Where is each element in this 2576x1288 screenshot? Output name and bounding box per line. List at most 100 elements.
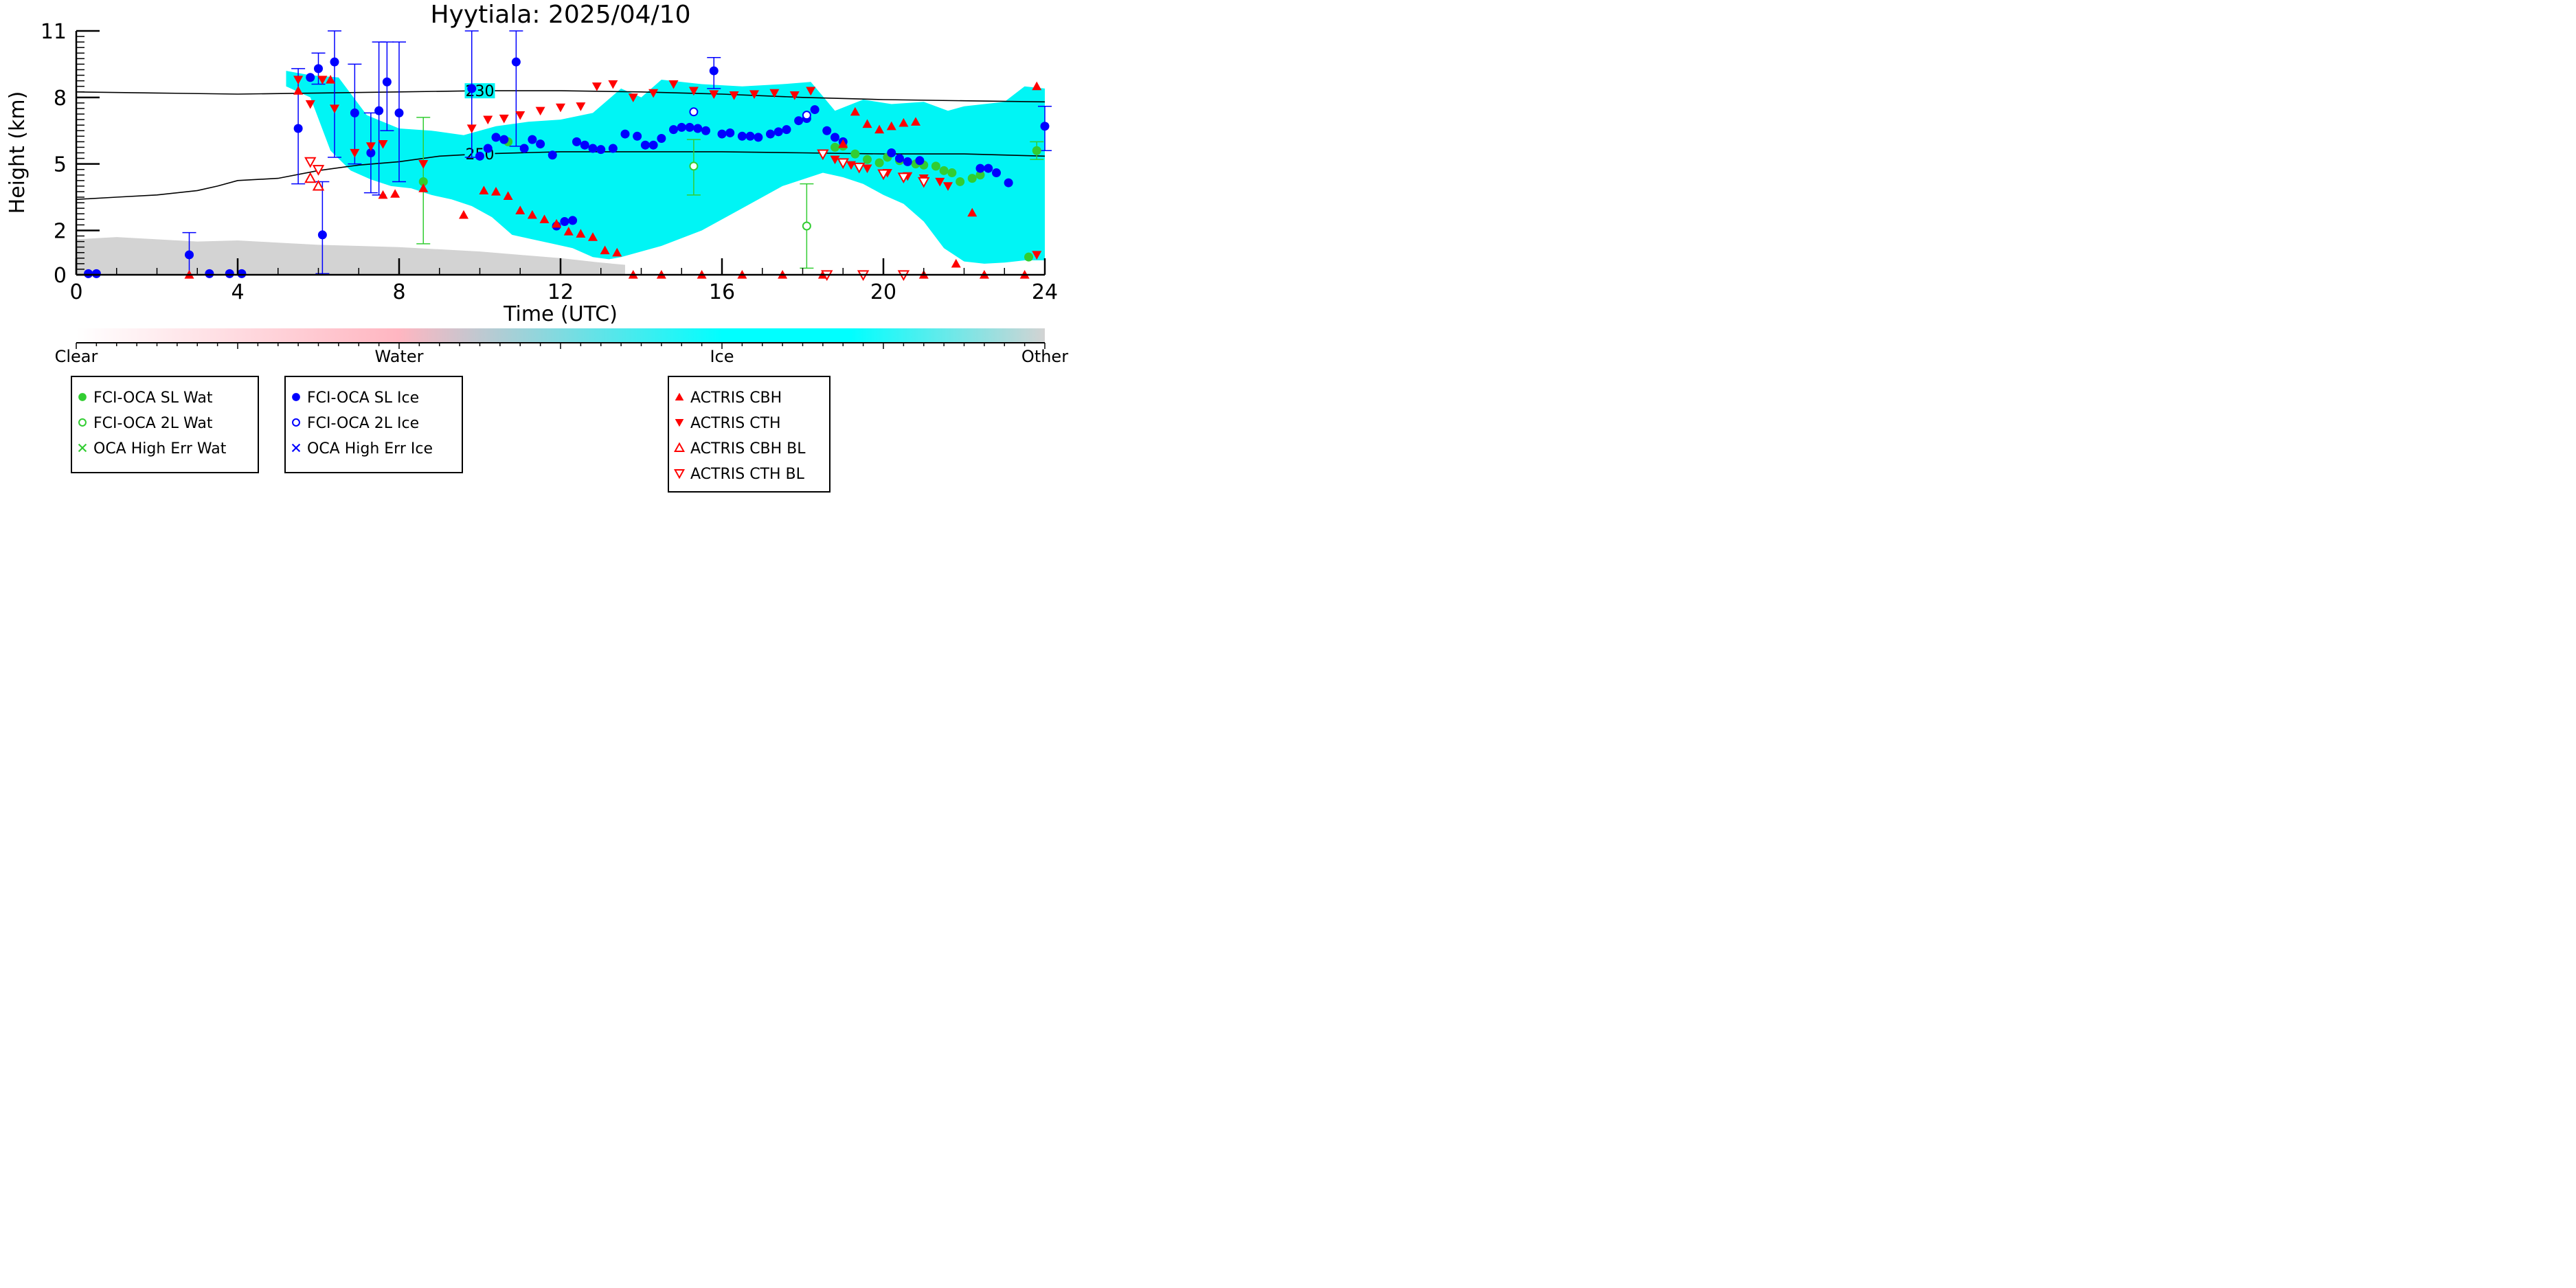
point-fci-oca-sl-ice <box>669 125 678 135</box>
legend-label-fci-oca-2l-ice: FCI-OCA 2L Ice <box>307 415 419 432</box>
point-actris-cth <box>317 76 328 84</box>
point-actris-cbh <box>967 207 978 217</box>
point-actris-cth <box>350 148 360 158</box>
point-fci-oca-sl-ice <box>225 269 234 278</box>
point-actris-cth-bl <box>817 149 829 161</box>
legend-frame <box>284 376 463 473</box>
point-fci-oca-sl-ice <box>903 157 912 166</box>
point-fci-oca-sl-ice <box>237 269 247 278</box>
y-tick-label: 11 <box>41 20 67 44</box>
colorbar-label-water: Water <box>375 347 424 366</box>
point-fci-oca-sl-ice <box>782 125 791 135</box>
point-actris-cbh-bl <box>312 179 325 191</box>
point-fci-oca-sl-ice <box>374 106 384 115</box>
point-actris-cth <box>330 104 339 113</box>
point-actris-cth <box>591 82 602 91</box>
colorbar-gradient <box>76 328 1045 343</box>
classification-layer <box>76 71 1045 275</box>
point-fci-oca-sl-ice <box>794 116 804 126</box>
point-actris-cth <box>943 182 953 191</box>
point-fci-oca-sl-ice <box>620 129 630 139</box>
point-actris-cbh <box>850 106 860 116</box>
point-fci-oca-sl-ice <box>491 133 501 142</box>
colorbar-labels: Clear Water Ice Other <box>55 347 1069 366</box>
legend-marker-fci-oca-2l-ice <box>292 418 300 427</box>
point-actris-cbh <box>886 121 896 131</box>
point-fci-oca-sl-ice <box>350 108 359 117</box>
point-fci-oca-sl-ice <box>511 57 521 67</box>
point-fci-oca-sl-wat <box>947 168 957 178</box>
point-fci-oca-sl-ice <box>831 133 839 142</box>
point-fci-oca-sl-ice <box>640 140 650 150</box>
point-actris-cth <box>749 90 759 99</box>
point-fci-oca-sl-ice <box>984 163 993 173</box>
point-fci-oca-sl-ice <box>766 129 775 139</box>
point-fci-oca-sl-ice <box>314 64 323 74</box>
x-axis-label: Time (UTC) <box>503 302 618 326</box>
point-actris-cbh <box>899 117 909 127</box>
point-fci-oca-sl-wat <box>939 166 949 175</box>
legend-label-fci-oca-2l-wat: FCI-OCA 2L Wat <box>93 415 213 432</box>
axes: 0 2 5 8 11 0 4 8 12 16 20 24 <box>41 20 1058 304</box>
point-fci-oca-sl-ice <box>588 144 598 153</box>
point-actris-cth <box>789 91 800 100</box>
legend-marker-oca-high-err-ice <box>291 443 301 453</box>
point-fci-oca-sl-ice <box>975 163 985 173</box>
y-tick-label: 2 <box>54 219 67 243</box>
point-fci-oca-sl-ice <box>992 168 1001 178</box>
point-fci-oca-sl-ice <box>536 139 545 149</box>
point-actris-cth <box>556 103 565 113</box>
point-actris-cth <box>769 89 780 98</box>
point-fci-oca-sl-ice <box>91 269 101 278</box>
y-tick-label: 5 <box>54 153 67 177</box>
point-actris-cbh <box>293 86 304 95</box>
point-actris-cth <box>515 111 526 120</box>
point-fci-oca-sl-ice <box>887 148 896 157</box>
legend-marker-fci-oca-sl-ice <box>292 393 300 401</box>
point-fci-oca-sl-ice <box>773 127 783 137</box>
point-fci-oca-sl-wat <box>1024 252 1033 262</box>
point-actris-cth <box>608 80 618 89</box>
legend-box-3: ACTRIS CBH ACTRIS CTH ACTRIS CBH BL ACTRIS … <box>668 376 831 493</box>
point-actris-cth-bl <box>877 169 890 181</box>
point-fci-oca-sl-ice <box>717 129 727 139</box>
legend-marker-fci-oca-sl-wat <box>78 393 87 401</box>
point-actris-cbh <box>479 185 489 194</box>
colorbar-label-other: Other <box>1021 347 1068 366</box>
point-actris-cth <box>293 76 304 84</box>
point-fci-oca-sl-ice <box>754 133 763 142</box>
colorbar-label-clear: Clear <box>55 347 98 366</box>
point-fci-oca-sl-wat <box>967 174 977 183</box>
point-fci-oca-sl-wat <box>956 177 965 186</box>
point-fci-oca-sl-ice <box>317 230 327 240</box>
point-actris-cbh <box>390 189 400 198</box>
x-tick-label: 12 <box>547 280 574 304</box>
legend-frame <box>668 376 831 493</box>
point-fci-oca-sl-ice <box>725 128 735 137</box>
point-actris-cth-bl <box>304 157 317 168</box>
point-fci-oca-sl-ice <box>205 269 214 278</box>
point-actris-cth-bl <box>312 165 325 176</box>
point-fci-oca-sl-ice <box>677 122 686 132</box>
point-actris-cbh <box>515 205 526 215</box>
point-fci-oca-2l-ice <box>689 107 699 117</box>
point-fci-oca-sl-ice <box>528 135 537 144</box>
y-tick-label: 8 <box>54 87 67 111</box>
point-actris-cth <box>729 91 739 100</box>
legend-label-oca-high-err-ice: OCA High Err Ice <box>307 440 433 457</box>
point-fci-oca-sl-ice <box>394 108 404 117</box>
point-actris-cth <box>499 114 509 124</box>
point-fci-oca-sl-ice <box>382 77 392 87</box>
legend-frame <box>71 376 259 473</box>
point-actris-cbh <box>951 258 961 268</box>
point-fci-oca-sl-wat <box>418 177 428 186</box>
legend-label-oca-high-err-wat: OCA High Err Wat <box>93 440 227 457</box>
point-actris-cbh <box>911 117 920 126</box>
point-actris-cth <box>830 155 840 165</box>
point-fci-oca-sl-ice <box>330 57 339 67</box>
point-fci-oca-sl-ice <box>685 122 694 132</box>
y-axis-label: Height (km) <box>5 91 30 214</box>
point-actris-cbh <box>600 245 610 255</box>
point-actris-cth <box>628 93 638 102</box>
